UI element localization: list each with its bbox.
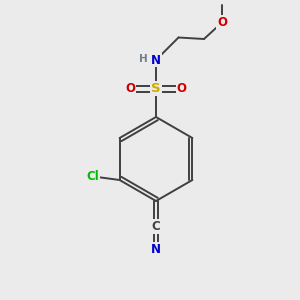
Text: H: H: [139, 54, 148, 64]
Text: C: C: [152, 220, 160, 233]
Text: O: O: [217, 16, 227, 29]
Text: S: S: [151, 82, 161, 95]
Text: O: O: [176, 82, 187, 95]
Text: Cl: Cl: [86, 170, 99, 184]
Text: N: N: [151, 242, 161, 256]
Text: O: O: [125, 82, 136, 95]
Text: N: N: [151, 53, 161, 67]
